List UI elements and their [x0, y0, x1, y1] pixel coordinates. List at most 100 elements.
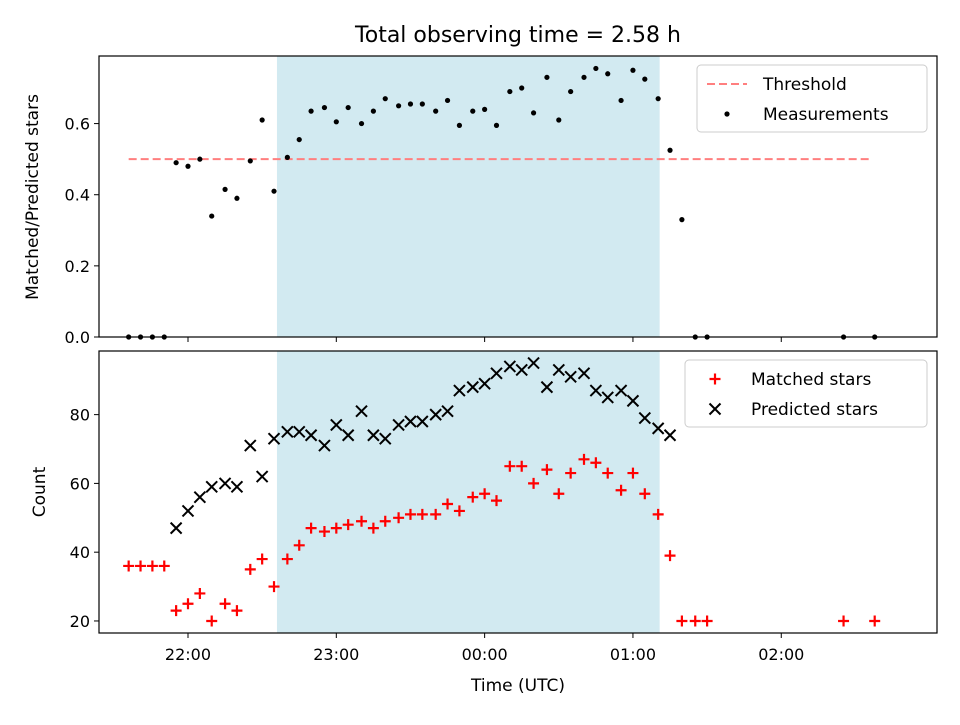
ratio-point	[482, 106, 488, 112]
x-tick-label: 02:00	[758, 645, 804, 664]
count-point	[701, 615, 713, 627]
ratio-point	[345, 104, 351, 111]
count-point	[577, 367, 591, 380]
ratio-y-tick-label: 0.6	[65, 115, 90, 134]
count-point	[342, 519, 354, 531]
count-point	[281, 553, 293, 565]
count-point	[244, 439, 257, 452]
count-point	[490, 495, 502, 507]
ratio-panel: Matched/Predicted stars 0.0 0.2 0.4 0.6 Thre…	[23, 55, 938, 347]
ratio-point	[247, 158, 253, 164]
count-point	[404, 415, 417, 428]
x-tick-label: 00:00	[462, 645, 508, 664]
count-y-axis-label: Count	[30, 466, 50, 517]
count-observing-window	[276, 351, 660, 633]
count-point	[293, 425, 306, 439]
count-point	[135, 560, 147, 572]
count-y-tick-label: 60	[70, 474, 90, 493]
count-point	[602, 467, 614, 479]
count-point	[182, 598, 194, 610]
count-point	[869, 615, 881, 627]
count-point	[219, 598, 231, 610]
count-point	[552, 363, 565, 377]
count-point	[367, 429, 380, 442]
legend-label: Predicted stars	[751, 400, 878, 420]
ratio-point	[605, 71, 611, 77]
ratio-point	[358, 120, 365, 127]
count-series-x	[169, 356, 677, 535]
ratio-point	[234, 195, 240, 201]
count-point	[123, 560, 135, 572]
count-point	[244, 563, 256, 575]
x-axis-label: Time (UTC)	[470, 676, 565, 696]
ratio-point	[185, 163, 191, 169]
count-point	[293, 539, 305, 551]
x-tick-label: 01:00	[610, 645, 656, 664]
count-y-tick-label: 40	[70, 543, 90, 562]
count-point	[627, 467, 639, 479]
count-legend-box	[684, 359, 928, 428]
legend-swatch	[724, 111, 730, 117]
ratio-point	[679, 217, 685, 223]
count-point	[416, 508, 428, 520]
ratio-point	[271, 188, 277, 194]
count-point	[441, 404, 454, 418]
count-axes-frame	[98, 350, 938, 634]
count-point	[541, 464, 553, 476]
count-point	[838, 615, 850, 627]
ratio-point	[556, 117, 562, 123]
ratio-y-tick-label: 0.2	[65, 257, 90, 276]
count-point	[379, 515, 391, 527]
count-point	[564, 370, 577, 384]
count-series-plus	[123, 453, 881, 627]
legend-label: Matched stars	[751, 370, 871, 390]
ratio-point	[296, 136, 302, 143]
ratio-point	[444, 97, 451, 104]
count-point	[614, 384, 628, 397]
count-point	[392, 418, 405, 432]
ratio-point	[642, 76, 648, 82]
ratio-point	[630, 67, 636, 73]
ratio-point	[544, 74, 550, 80]
count-point	[615, 484, 627, 496]
count-point	[478, 377, 491, 390]
count-point	[663, 429, 677, 442]
count-point	[170, 605, 182, 617]
legend-swatch	[709, 373, 721, 385]
legend-swatch	[708, 402, 722, 416]
ratio-point	[407, 101, 414, 107]
ratio-point	[197, 156, 203, 162]
count-point	[146, 560, 158, 572]
count-point	[516, 460, 528, 472]
ratio-point	[568, 88, 574, 95]
ratio-point	[284, 154, 290, 160]
ratio-point	[456, 122, 463, 128]
ratio-point	[470, 108, 476, 114]
count-point	[158, 560, 170, 572]
ratio-point	[519, 85, 525, 91]
ratio-point	[370, 108, 376, 114]
ratio-point	[667, 147, 673, 153]
count-point	[304, 429, 318, 442]
ratio-legend: Threshold Measurements	[696, 64, 928, 133]
count-point	[355, 404, 368, 418]
count-point	[590, 457, 602, 469]
ratio-point	[530, 110, 537, 116]
count-point	[527, 356, 540, 370]
ratio-point	[321, 104, 328, 111]
legend-label: Measurements	[763, 105, 889, 125]
count-point	[416, 415, 429, 428]
count-point	[578, 453, 590, 465]
count-point	[589, 384, 603, 397]
count-point	[206, 615, 218, 627]
ratio-point	[581, 74, 587, 80]
count-point	[218, 477, 232, 490]
count-point	[429, 408, 442, 421]
ratio-point	[655, 96, 661, 102]
count-point	[255, 470, 269, 483]
count-point	[490, 367, 503, 380]
count-point	[515, 363, 528, 377]
ratio-y-axis-label: Matched/Predicted stars	[23, 94, 43, 300]
count-point	[169, 521, 183, 535]
